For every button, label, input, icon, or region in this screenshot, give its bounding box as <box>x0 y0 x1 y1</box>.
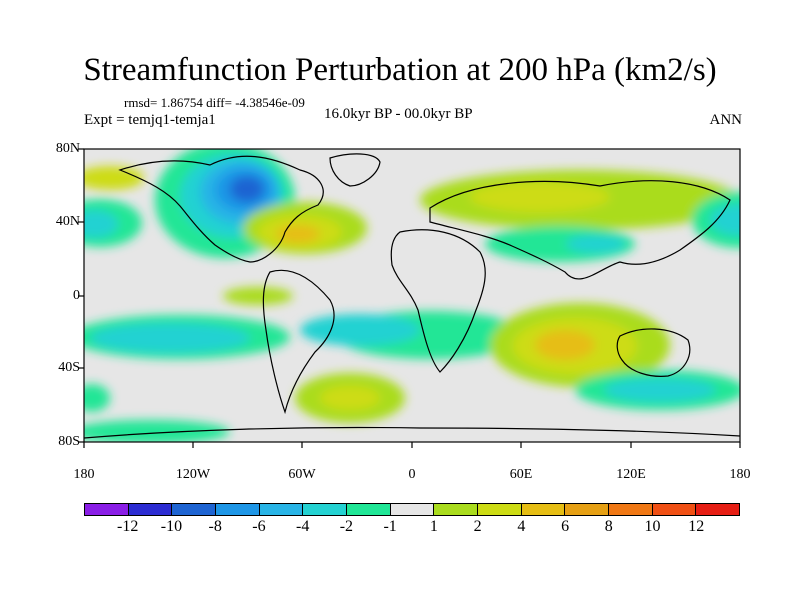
contour-pacific-high <box>84 166 144 190</box>
colorbar-label: 12 <box>688 518 705 535</box>
colorbar-box <box>347 504 391 515</box>
lat-tick-40n: 40N <box>55 214 80 229</box>
coastlines <box>84 153 740 439</box>
lon-tick-60w: 60W <box>288 467 316 482</box>
lon-tick-180e: 180 <box>729 467 751 482</box>
coast-greenland <box>329 153 381 187</box>
colorbar-label: 4 <box>517 518 526 535</box>
contour-asia-low-1 <box>485 226 635 262</box>
colorbar-box <box>128 504 173 515</box>
colorbar-label: -10 <box>160 518 183 535</box>
colorbar-label: -2 <box>339 518 354 535</box>
lon-tick-120e: 120E <box>616 467 646 482</box>
colorbar-label: -4 <box>295 518 310 535</box>
colorbar-label: 1 <box>429 518 438 535</box>
colorbar-box <box>696 504 740 515</box>
lat-tick-40s: 40S <box>58 360 80 375</box>
colorbar-box <box>303 504 348 515</box>
contour-asia-low-2 <box>566 235 626 253</box>
colorbar-label: 6 <box>561 518 570 535</box>
contour-atlantic-high-3 <box>276 225 320 243</box>
contour-sw-low <box>84 384 110 412</box>
contour-eurasia-high-2 <box>470 182 610 212</box>
coast-eurasia <box>429 180 731 280</box>
contour-antarctic-low <box>84 420 230 442</box>
lat-tick-0: 0 <box>73 288 80 303</box>
lon-tick-180w: 180 <box>73 467 95 482</box>
colorbar-box <box>390 504 435 515</box>
contour-pacific-eq-low-2 <box>90 323 250 353</box>
coast-australia <box>616 328 691 377</box>
lon-tick-120w: 120W <box>175 467 211 482</box>
colorbar-box <box>521 504 566 515</box>
lat-tick-80s: 80S <box>58 434 80 449</box>
coast-south-america <box>262 269 335 415</box>
colorbar-box <box>652 504 697 515</box>
experiment-label: Expt = temjq1-temja1 <box>84 112 216 128</box>
contour-s-atlantic-high-2 <box>320 386 380 410</box>
colorbar-box <box>259 504 304 515</box>
contour-tropic-low-2 <box>300 314 420 346</box>
colorbar-label: 2 <box>473 518 482 535</box>
lon-tick-0: 0 <box>408 467 416 482</box>
colorbar-label: 8 <box>604 518 613 535</box>
colorbar-box <box>434 504 479 515</box>
contour-pacific-low-2 <box>84 210 118 238</box>
coast-africa <box>390 229 486 373</box>
contour-southern-low-2 <box>604 378 716 402</box>
chart-title: Streamfunction Perturbation at 200 hPa (… <box>83 52 717 88</box>
stats-label: rmsd= 1.86754 diff= -4.38546e-09 <box>124 95 305 110</box>
contour-indian-high-3 <box>535 330 595 360</box>
period-label: 16.0kyr BP - 00.0kyr BP <box>324 106 473 122</box>
colorbar-label: -8 <box>208 518 222 535</box>
colorbar-box <box>478 504 522 515</box>
colorbar-label: -1 <box>383 518 397 535</box>
colorbar <box>84 503 740 516</box>
coast-antarctica <box>84 426 740 439</box>
season-label: ANN <box>709 112 743 128</box>
lat-tick-80n: 80N <box>55 141 80 156</box>
coast-north-america <box>118 155 324 263</box>
colorbar-box <box>609 504 653 515</box>
contour-east-low-2 <box>710 204 740 236</box>
map-ticks <box>78 148 741 448</box>
colorbar-box <box>565 504 610 515</box>
contour-na-low-5 <box>230 176 264 202</box>
colorbar-label: 10 <box>644 518 661 535</box>
colorbar-label: -12 <box>117 518 139 535</box>
colorbar-box <box>216 504 260 515</box>
colorbar-box <box>172 504 217 515</box>
lon-tick-60e: 60E <box>509 467 533 482</box>
colorbar-label: -6 <box>252 518 266 535</box>
colorbar-box <box>85 504 129 515</box>
contour-small-high <box>223 287 293 305</box>
